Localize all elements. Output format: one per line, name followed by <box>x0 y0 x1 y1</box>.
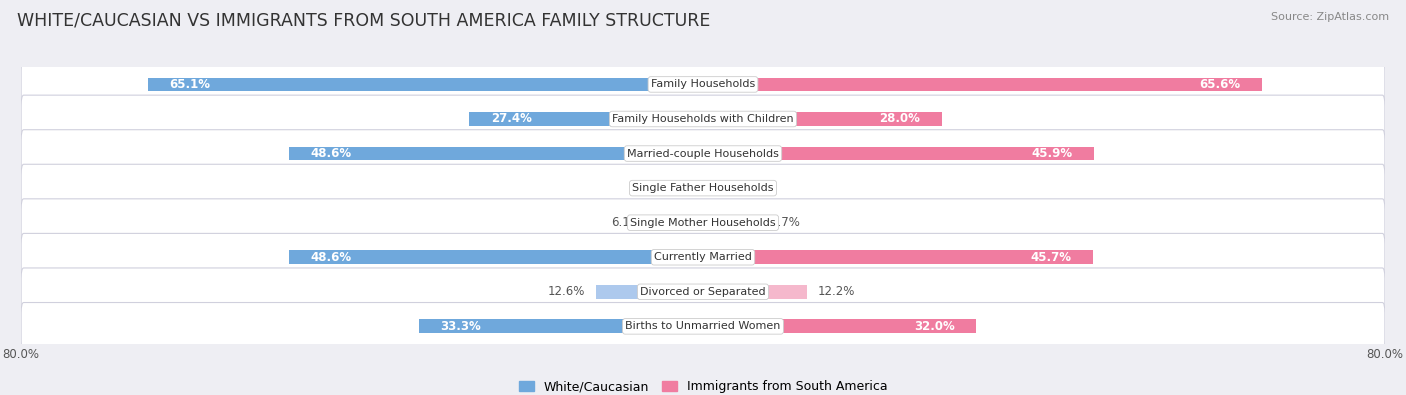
Text: 27.4%: 27.4% <box>491 113 531 126</box>
Text: Single Father Households: Single Father Households <box>633 183 773 193</box>
Bar <box>288 147 703 160</box>
Text: Divorced or Separated: Divorced or Separated <box>640 287 766 297</box>
Text: WHITE/CAUCASIAN VS IMMIGRANTS FROM SOUTH AMERICA FAMILY STRUCTURE: WHITE/CAUCASIAN VS IMMIGRANTS FROM SOUTH… <box>17 12 710 30</box>
FancyBboxPatch shape <box>21 199 1385 246</box>
Bar <box>596 285 703 299</box>
FancyBboxPatch shape <box>21 95 1385 143</box>
Bar <box>651 216 703 229</box>
Text: Family Households: Family Households <box>651 79 755 89</box>
Legend: White/Caucasian, Immigrants from South America: White/Caucasian, Immigrants from South A… <box>513 375 893 395</box>
Text: 6.1%: 6.1% <box>610 216 641 229</box>
Text: 32.0%: 32.0% <box>914 320 955 333</box>
Bar <box>682 181 703 195</box>
Text: 45.7%: 45.7% <box>1031 251 1071 264</box>
Text: 2.4%: 2.4% <box>643 182 672 195</box>
Bar <box>703 216 761 229</box>
Bar <box>703 77 1263 91</box>
FancyBboxPatch shape <box>21 233 1385 281</box>
FancyBboxPatch shape <box>21 303 1385 350</box>
Bar <box>419 320 703 333</box>
Text: 33.3%: 33.3% <box>440 320 481 333</box>
FancyBboxPatch shape <box>21 60 1385 108</box>
Bar <box>703 181 723 195</box>
Text: 12.6%: 12.6% <box>548 285 585 298</box>
Text: 45.9%: 45.9% <box>1032 147 1073 160</box>
Text: 48.6%: 48.6% <box>311 147 352 160</box>
Text: Births to Unmarried Women: Births to Unmarried Women <box>626 322 780 331</box>
Text: 65.1%: 65.1% <box>169 78 211 91</box>
Bar <box>470 112 703 126</box>
Text: 2.3%: 2.3% <box>733 182 762 195</box>
Text: Family Households with Children: Family Households with Children <box>612 114 794 124</box>
Text: 65.6%: 65.6% <box>1199 78 1241 91</box>
Bar <box>703 112 942 126</box>
Bar <box>703 285 807 299</box>
Text: Single Mother Households: Single Mother Households <box>630 218 776 228</box>
Text: Married-couple Households: Married-couple Households <box>627 149 779 158</box>
Text: 12.2%: 12.2% <box>817 285 855 298</box>
Text: Source: ZipAtlas.com: Source: ZipAtlas.com <box>1271 12 1389 22</box>
Bar <box>703 250 1092 264</box>
FancyBboxPatch shape <box>21 164 1385 212</box>
Text: 48.6%: 48.6% <box>311 251 352 264</box>
Text: 28.0%: 28.0% <box>880 113 921 126</box>
Bar <box>288 250 703 264</box>
Text: Currently Married: Currently Married <box>654 252 752 262</box>
FancyBboxPatch shape <box>21 268 1385 316</box>
Text: 6.7%: 6.7% <box>770 216 800 229</box>
Bar <box>703 147 1094 160</box>
FancyBboxPatch shape <box>21 130 1385 177</box>
Bar <box>703 320 976 333</box>
Bar <box>148 77 703 91</box>
